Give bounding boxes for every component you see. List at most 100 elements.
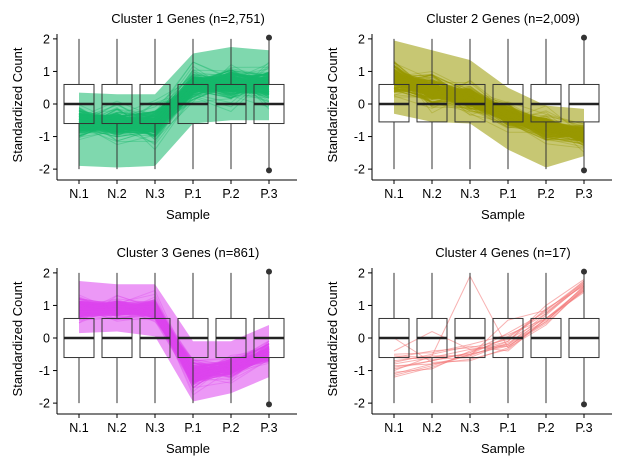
x-axis-label: Sample: [481, 207, 525, 222]
x-tick-label: P.3: [575, 187, 592, 201]
y-tick-label: 0: [43, 332, 50, 346]
panel-title: Cluster 2 Genes (n=2,009): [426, 11, 580, 26]
gene-line: [393, 69, 585, 144]
x-tick-label: P.3: [260, 187, 277, 201]
outlier-point: [581, 34, 587, 41]
outlier-point: [266, 268, 272, 275]
y-tick-label: 1: [43, 65, 50, 79]
y-tick-label: 2: [43, 32, 50, 46]
y-tick-label: -1: [39, 130, 50, 144]
y-tick-label: -2: [39, 397, 50, 411]
y-tick-label: 1: [43, 299, 50, 313]
gene-line: [393, 290, 585, 360]
profile-lines: [78, 47, 270, 168]
gene-line: [78, 79, 270, 126]
gene-line: [78, 71, 270, 141]
x-tick-label: N.2: [422, 421, 442, 435]
gene-line: [393, 288, 585, 375]
y-axis-label: Standardized Count: [325, 47, 340, 162]
panel-title: Cluster 3 Genes (n=861): [117, 245, 260, 260]
y-tick-label: -1: [39, 364, 50, 378]
gene-line: [393, 285, 585, 367]
outlier-point: [581, 268, 587, 275]
y-tick-label: 0: [43, 98, 50, 112]
profile-lines: [393, 40, 585, 168]
outlier-point: [581, 401, 587, 408]
x-tick-label: P.1: [499, 421, 516, 435]
x-tick-label: P.3: [260, 421, 277, 435]
x-tick-label: P.2: [537, 421, 554, 435]
profile-lines: [78, 281, 270, 402]
axes: -2 -1 0 1 2 N.1 N.2 N.3 P.1 P.2 P.3: [39, 32, 297, 201]
outlier-point: [581, 167, 587, 174]
y-tick-label: -2: [39, 163, 50, 177]
gene-line: [393, 78, 585, 137]
x-tick-label: N.2: [422, 187, 442, 201]
boxplots: [378, 268, 600, 408]
y-tick-label: 1: [358, 299, 365, 313]
gene-line: [78, 84, 270, 136]
boxplots: [63, 268, 285, 408]
y-tick-label: -2: [354, 163, 365, 177]
panel-cluster-3: Cluster 3 Genes (n=861) Sample Standardi…: [10, 245, 297, 456]
boxplots: [378, 34, 600, 174]
y-tick-label: -1: [354, 364, 365, 378]
y-tick-label: 2: [43, 266, 50, 280]
x-tick-label: N.1: [384, 421, 404, 435]
y-tick-label: -1: [354, 130, 365, 144]
x-tick-label: N.1: [69, 187, 89, 201]
outlier-point: [266, 167, 272, 174]
x-tick-label: N.1: [384, 187, 404, 201]
x-tick-label: N.2: [107, 187, 127, 201]
gene-line: [393, 65, 585, 129]
x-tick-label: P.2: [222, 421, 239, 435]
outlier-point: [266, 401, 272, 408]
gene-line: [78, 310, 270, 373]
gene-line: [393, 287, 585, 363]
y-axis-label: Standardized Count: [10, 281, 25, 396]
y-tick-label: 0: [358, 98, 365, 112]
gene-line: [78, 78, 270, 125]
y-tick-label: 0: [358, 332, 365, 346]
x-tick-label: P.1: [184, 187, 201, 201]
x-tick-label: P.2: [537, 187, 554, 201]
y-axis-label: Standardized Count: [325, 281, 340, 396]
panel-title: Cluster 4 Genes (n=17): [435, 245, 570, 260]
axes: -2 -1 0 1 2 N.1 N.2 N.3 P.1 P.2 P.3: [354, 266, 612, 435]
gene-line: [393, 282, 585, 363]
x-tick-label: P.2: [222, 187, 239, 201]
gene-line: [78, 308, 270, 371]
profile-lines: [393, 274, 585, 378]
y-axis-label: Standardized Count: [10, 47, 25, 162]
gene-line: [393, 280, 585, 376]
gene-line: [393, 291, 585, 355]
x-axis-label: Sample: [166, 207, 210, 222]
x-tick-label: N.3: [145, 187, 165, 201]
axes: -2 -1 0 1 2 N.1 N.2 N.3 P.1 P.2 P.3: [39, 266, 297, 435]
panel-cluster-1: Cluster 1 Genes (n=2,751) Sample Standar…: [10, 11, 297, 222]
panel-cluster-2: Cluster 2 Genes (n=2,009) Sample Standar…: [325, 11, 612, 222]
x-axis-label: Sample: [166, 441, 210, 456]
x-tick-label: P.1: [184, 421, 201, 435]
gene-line: [78, 309, 270, 369]
gene-line: [393, 283, 585, 370]
y-tick-label: 1: [358, 65, 365, 79]
panel-cluster-4: Cluster 4 Genes (n=17) Sample Standardiz…: [325, 245, 612, 456]
y-tick-label: -2: [354, 397, 365, 411]
panel-title: Cluster 1 Genes (n=2,751): [111, 11, 265, 26]
x-tick-label: N.2: [107, 421, 127, 435]
x-axis-label: Sample: [481, 441, 525, 456]
x-tick-label: P.1: [499, 187, 516, 201]
x-tick-label: N.3: [145, 421, 165, 435]
x-tick-label: N.3: [460, 421, 480, 435]
gene-line: [393, 278, 585, 373]
x-tick-label: P.3: [575, 421, 592, 435]
x-tick-label: N.1: [69, 421, 89, 435]
y-tick-label: 2: [358, 266, 365, 280]
axes: -2 -1 0 1 2 N.1 N.2 N.3 P.1 P.2 P.3: [354, 32, 612, 201]
x-tick-label: N.3: [460, 187, 480, 201]
outlier-point: [266, 34, 272, 41]
boxplots: [63, 34, 285, 174]
y-tick-label: 2: [358, 32, 365, 46]
